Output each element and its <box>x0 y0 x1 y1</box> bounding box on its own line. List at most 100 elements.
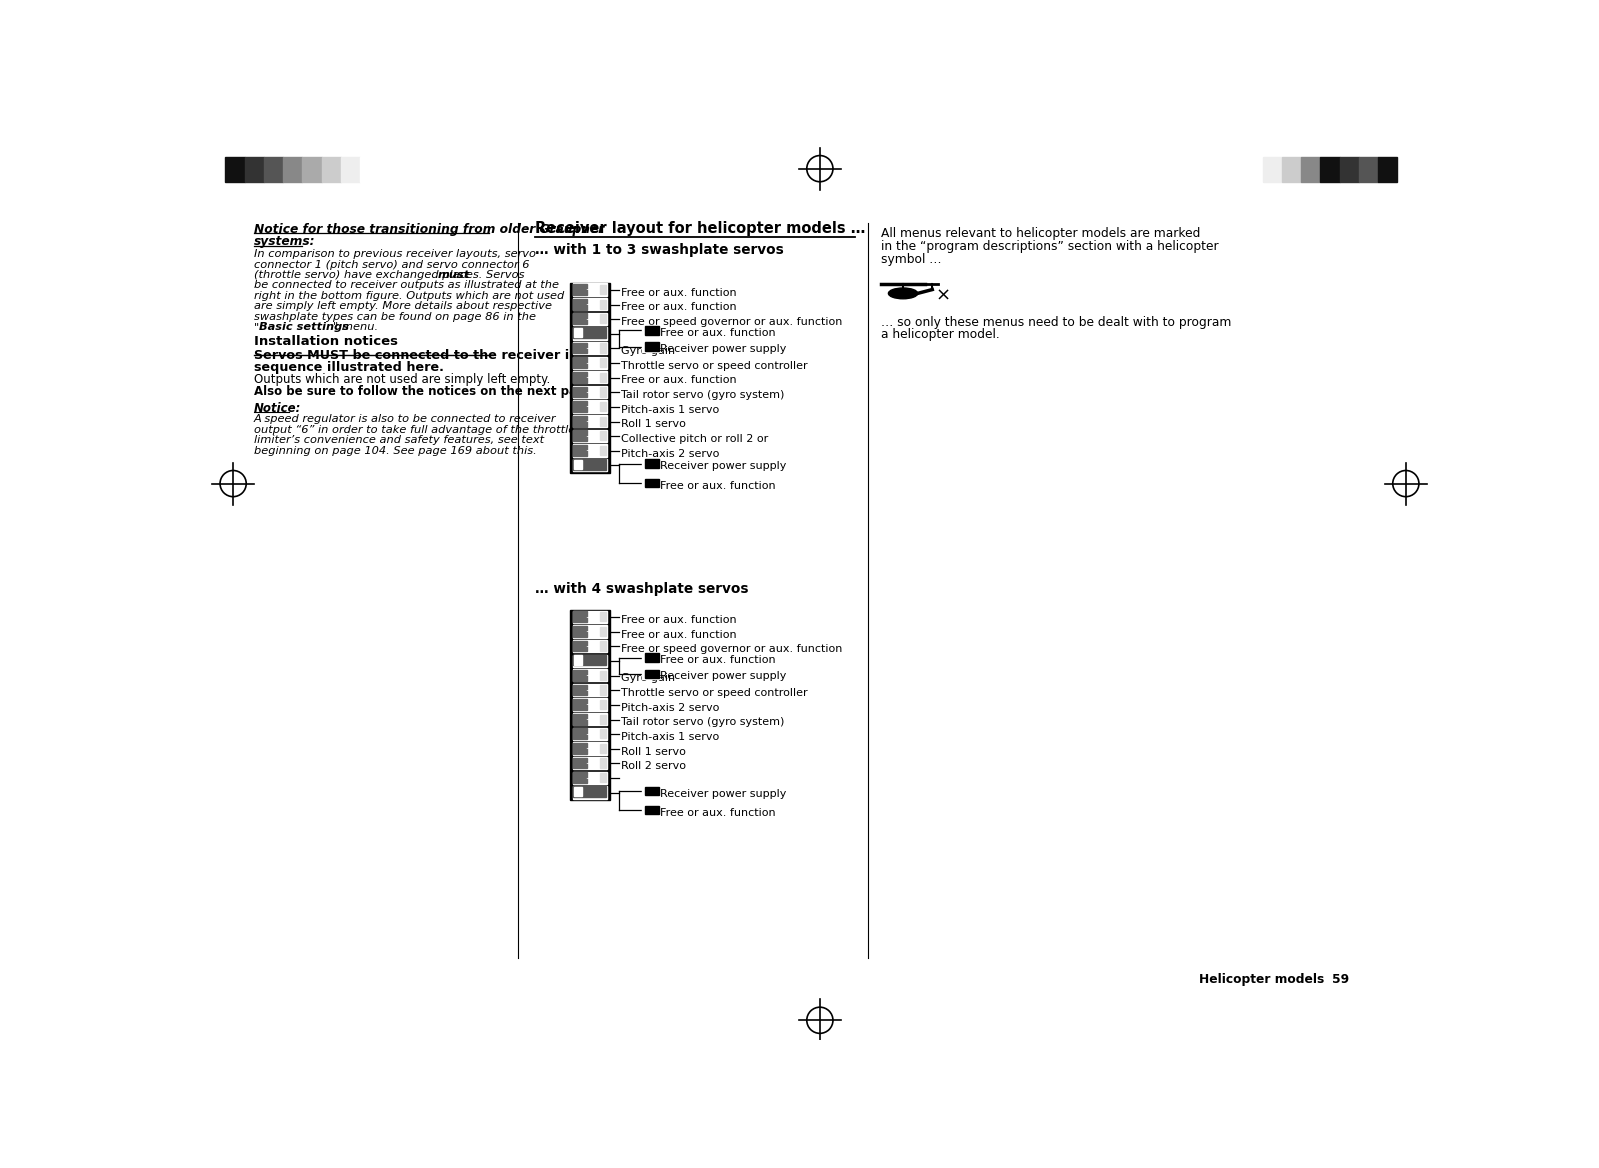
Text: Receiver layout for helicopter models …: Receiver layout for helicopter models … <box>536 221 865 236</box>
Text: connector 1 (pitch servo) and servo connector 6: connector 1 (pitch servo) and servo conn… <box>254 259 529 270</box>
Text: +: + <box>585 300 592 310</box>
Text: Tail rotor servo (gyro system): Tail rotor servo (gyro system) <box>622 390 785 399</box>
Text: +: + <box>585 672 592 680</box>
Bar <box>574 684 587 695</box>
Bar <box>572 640 606 652</box>
Bar <box>643 459 659 468</box>
Bar <box>643 478 659 488</box>
Bar <box>600 431 606 440</box>
Text: Free or speed governor or aux. function: Free or speed governor or aux. function <box>622 317 843 327</box>
Bar <box>600 729 606 738</box>
Bar <box>574 743 587 753</box>
Text: Installation notices: Installation notices <box>254 335 398 348</box>
Bar <box>574 328 582 338</box>
Bar <box>572 712 606 725</box>
Text: Throttle servo or speed controller: Throttle servo or speed controller <box>622 688 807 698</box>
Text: In comparison to previous receiver layouts, servo: In comparison to previous receiver layou… <box>254 249 536 259</box>
Bar <box>225 158 245 182</box>
Bar <box>1340 158 1359 182</box>
Text: Free or aux. function: Free or aux. function <box>622 287 737 298</box>
Text: +: + <box>585 686 592 695</box>
Bar <box>572 757 606 770</box>
Text: Throttle servo or speed controller: Throttle servo or speed controller <box>622 361 807 370</box>
Bar <box>644 786 659 795</box>
Text: Pitch-axis 1 servo: Pitch-axis 1 servo <box>622 404 720 415</box>
Bar <box>600 299 606 308</box>
Bar <box>572 786 606 799</box>
Text: Free or aux. function: Free or aux. function <box>622 375 737 385</box>
Text: limiter’s convenience and safety features, see text: limiter’s convenience and safety feature… <box>254 436 544 445</box>
Bar <box>569 610 609 800</box>
Bar <box>643 805 659 815</box>
Text: +: + <box>585 417 592 426</box>
Bar <box>574 284 587 296</box>
Bar <box>572 284 606 296</box>
Bar <box>572 683 606 696</box>
Bar <box>600 700 606 709</box>
Text: A speed regulator is also to be connected to receiver: A speed regulator is also to be connecte… <box>254 415 556 424</box>
Text: +: + <box>585 773 592 783</box>
Bar <box>245 158 264 182</box>
Text: ×: × <box>935 286 951 305</box>
Text: must: must <box>437 270 470 280</box>
Bar <box>572 654 606 667</box>
Bar <box>643 653 659 662</box>
Text: Pitch-axis 1 servo: Pitch-axis 1 servo <box>622 732 720 742</box>
Bar <box>574 758 587 769</box>
Text: +: + <box>585 285 592 294</box>
Bar <box>643 786 659 795</box>
Text: Outputs which are not used are simply left empty.: Outputs which are not used are simply le… <box>254 373 550 387</box>
Text: Receiver power supply: Receiver power supply <box>660 788 787 799</box>
Text: +: + <box>585 613 592 621</box>
Bar <box>644 326 659 334</box>
Text: +: + <box>585 627 592 637</box>
Bar <box>574 460 582 468</box>
Text: be connected to receiver outputs as illustrated at the: be connected to receiver outputs as illu… <box>254 280 560 291</box>
Text: +: + <box>585 701 592 709</box>
Bar <box>600 686 606 695</box>
Bar <box>572 385 606 398</box>
Text: Receiver power supply: Receiver power supply <box>660 345 787 354</box>
Text: " menu.: " menu. <box>333 322 379 332</box>
Text: +: + <box>585 388 592 397</box>
Bar <box>600 612 606 621</box>
Text: Pitch-axis 2 servo: Pitch-axis 2 servo <box>622 449 720 459</box>
Bar <box>644 669 659 677</box>
Text: … with 1 to 3 swashplate servos: … with 1 to 3 swashplate servos <box>536 243 784 257</box>
Text: … so only these menus need to be dealt with to program: … so only these menus need to be dealt w… <box>881 315 1231 328</box>
Text: ": " <box>254 322 259 332</box>
Bar <box>1302 158 1321 182</box>
Bar <box>574 371 587 383</box>
Bar <box>574 714 587 724</box>
Bar <box>574 611 587 623</box>
Bar <box>572 313 606 325</box>
Bar <box>1359 158 1378 182</box>
Text: Receiver power supply: Receiver power supply <box>660 461 787 471</box>
Bar <box>574 431 587 442</box>
Bar <box>569 283 609 473</box>
Bar <box>600 641 606 651</box>
Bar <box>574 787 582 797</box>
Text: beginning on page 104. See page 169 about this.: beginning on page 104. See page 169 abou… <box>254 445 537 456</box>
Text: … with 4 swashplate servos: … with 4 swashplate servos <box>536 582 748 596</box>
Text: Free or aux. function: Free or aux. function <box>622 303 737 312</box>
Bar <box>600 417 606 426</box>
Text: Free or aux. function: Free or aux. function <box>660 808 776 818</box>
Text: Roll 1 servo: Roll 1 servo <box>622 419 686 430</box>
Bar <box>572 743 606 755</box>
Bar <box>572 444 606 457</box>
Text: Servos MUST be connected to the receiver in the: Servos MUST be connected to the receiver… <box>254 349 606 362</box>
Text: Free or speed governor or aux. function: Free or speed governor or aux. function <box>622 644 843 654</box>
Text: Roll 2 servo: Roll 2 servo <box>622 762 686 771</box>
Bar <box>600 388 606 397</box>
Bar <box>572 430 606 442</box>
Text: Gyro gain: Gyro gain <box>622 674 675 683</box>
Bar <box>572 415 606 427</box>
Text: Roll 1 servo: Roll 1 servo <box>622 746 686 757</box>
Text: Notice for those transitioning from older Graupner: Notice for those transitioning from olde… <box>254 223 604 236</box>
Bar <box>1378 158 1398 182</box>
Text: +: + <box>585 359 592 368</box>
Bar <box>574 655 582 665</box>
Text: Free or aux. function: Free or aux. function <box>660 328 776 338</box>
Bar <box>600 758 606 767</box>
